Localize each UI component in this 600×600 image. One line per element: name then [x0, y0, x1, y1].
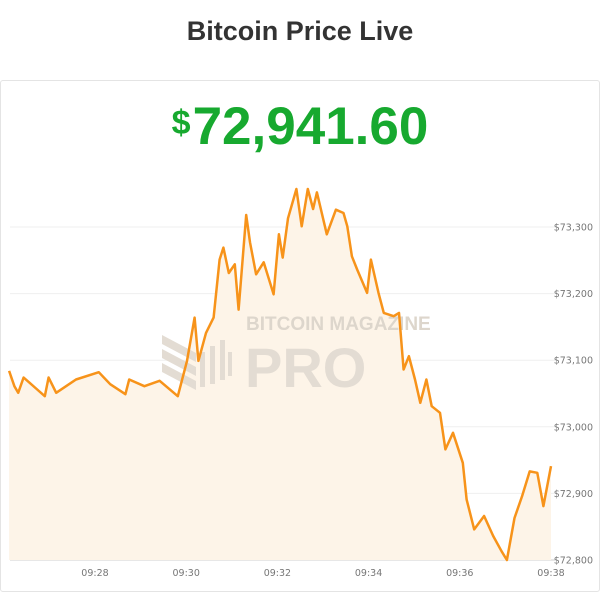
price-line	[7, 187, 553, 562]
y-tick-label: $73,000	[554, 422, 593, 433]
x-tick-label: 09:28	[81, 568, 108, 579]
y-tick-label: $72,900	[554, 489, 593, 500]
watermark-line1: BITCOIN MAGAZINE	[246, 314, 431, 335]
x-tick-label: 09:34	[355, 568, 382, 579]
y-tick-label: $73,200	[554, 289, 593, 300]
x-tick-label: 09:36	[446, 568, 473, 579]
watermark: BITCOIN MAGAZINE PRO	[162, 314, 431, 399]
price-value: 72,941.60	[192, 97, 429, 156]
x-tick-label: 09:30	[173, 568, 200, 579]
y-tick-label: $73,300	[554, 223, 593, 234]
x-tick-label: 09:32	[264, 568, 291, 579]
price-area-fill	[9, 189, 552, 560]
watermark-line2: PRO	[245, 336, 366, 399]
y-tick-label: $73,100	[554, 356, 593, 367]
currency-symbol: $	[171, 104, 191, 142]
x-tick-label: 09:38	[537, 568, 564, 579]
y-tick-label: $72,800	[554, 556, 593, 567]
page-title: Bitcoin Price Live	[186, 16, 414, 46]
current-price: $72,941.60	[0, 96, 600, 157]
